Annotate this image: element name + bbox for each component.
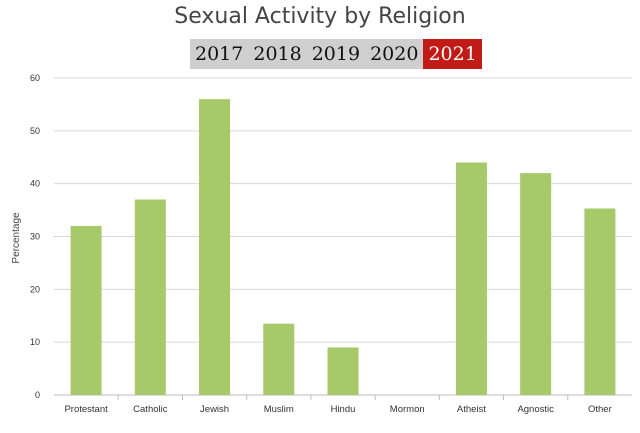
bar-other[interactable]: [584, 208, 616, 395]
y-axis-title: Percentage: [11, 212, 22, 264]
bar-agnostic[interactable]: [520, 173, 552, 395]
y-axis-ticks: 0 10 20 30 40 50 60: [30, 73, 40, 400]
x-tick-label-other: Other: [588, 404, 612, 415]
x-tick-label-mormon: Mormon: [390, 404, 425, 415]
x-tick-label-jewish: Jewish: [200, 404, 229, 415]
bar-hindu[interactable]: [327, 347, 359, 395]
bar-muslim[interactable]: [263, 323, 295, 395]
y-tick-label: 50: [30, 126, 40, 136]
x-tick-label-muslim: Muslim: [264, 404, 294, 415]
bar-atheist[interactable]: [455, 162, 487, 395]
bar-catholic[interactable]: [134, 199, 166, 395]
bar-protestant[interactable]: [70, 225, 102, 395]
y-tick-label: 30: [30, 232, 40, 242]
year-tab-2019[interactable]: 2019: [311, 43, 361, 65]
bars: [70, 99, 616, 395]
year-tab-2020[interactable]: 2020: [370, 43, 419, 65]
year-tab-2021[interactable]: 2021: [423, 39, 482, 69]
year-tab-2017[interactable]: 2017: [195, 43, 244, 65]
x-axis-ticks: Protestant Catholic Jewish Muslim Hindu Mormo…: [64, 395, 612, 415]
year-tabs: 2017 2018 2019 2020 2021: [190, 39, 482, 69]
y-tick-label: 60: [30, 73, 40, 83]
y-tick-label: 40: [30, 179, 40, 189]
bar-jewish[interactable]: [199, 99, 231, 395]
x-tick-label-hindu: Hindu: [331, 404, 356, 415]
year-tab-2018[interactable]: 2018: [253, 43, 302, 65]
y-tick-label: 0: [35, 390, 40, 400]
x-tick-label-protestant: Protestant: [64, 404, 108, 415]
x-tick-label-catholic: Catholic: [133, 404, 168, 415]
x-tick-label-atheist: Atheist: [457, 404, 486, 415]
y-tick-label: 10: [30, 337, 40, 347]
y-tick-label: 20: [30, 284, 40, 294]
x-tick-label-agnostic: Agnostic: [517, 404, 554, 415]
chart-title: Sexual Activity by Religion: [174, 4, 466, 29]
